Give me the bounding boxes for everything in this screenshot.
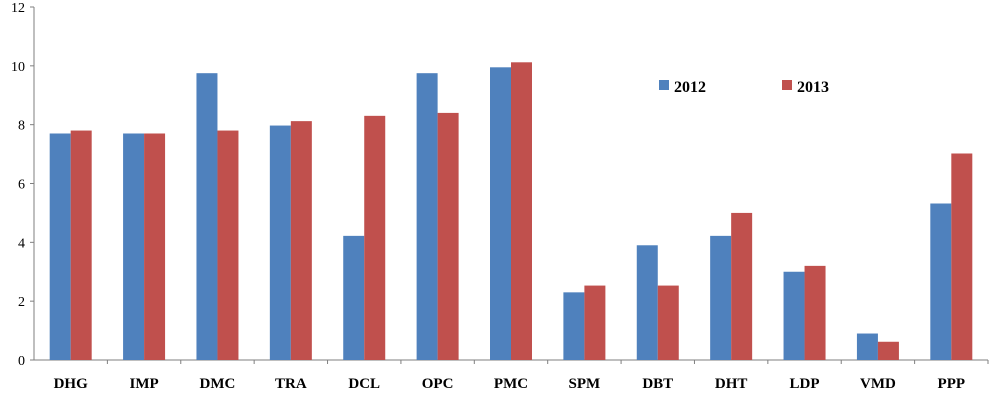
legend-swatch-2013: [782, 80, 792, 90]
category-label-dcl: DCL: [348, 376, 380, 392]
bar-2013-ppp: [951, 153, 973, 360]
bar-2013-vmd: [877, 341, 899, 360]
category-labels: DHG IMP DMC TRA DCL OPC PMC SPM DBT DHT LDP VMD PPP: [54, 360, 989, 392]
bar-2013-dbt: [657, 285, 679, 360]
bar-2013-spm: [584, 285, 606, 360]
bar-2012-opc: [416, 73, 438, 360]
bar-2012-dmc: [196, 73, 218, 360]
category-label-imp: IMP: [129, 376, 158, 392]
category-label-dbt: DBT: [642, 376, 673, 392]
bar-2012-dbt: [636, 245, 658, 360]
bar-2012-tra: [269, 125, 291, 360]
bars: [49, 62, 973, 361]
category-label-opc: OPC: [422, 376, 454, 392]
bar-2013-dcl: [364, 115, 386, 360]
y-tick-label: 12: [11, 1, 25, 16]
y-tick-label: 10: [11, 60, 25, 75]
bar-2012-vmd: [856, 333, 878, 360]
bar-2013-imp: [144, 133, 166, 360]
y-tick-label: 6: [18, 178, 25, 193]
bar-2012-spm: [563, 292, 585, 360]
category-label-dmc: DMC: [200, 376, 236, 392]
y-tick-label: 2: [18, 295, 25, 310]
bar-2013-pmc: [511, 62, 532, 360]
bar-2012-dht: [710, 235, 732, 360]
category-label-dhg: DHG: [54, 376, 89, 392]
bar-2013-dht: [731, 212, 753, 360]
bar-2013-tra: [290, 121, 312, 361]
category-label-spm: SPM: [569, 376, 601, 392]
bar-2013-opc: [437, 112, 459, 361]
category-label-tra: TRA: [275, 376, 307, 392]
bar-2013-dmc: [217, 130, 239, 360]
bar-2013-dhg: [70, 130, 92, 360]
legend-label-2012: 2012: [674, 79, 706, 96]
legend-swatch-2012: [659, 80, 669, 90]
bar-2012-pmc: [490, 67, 511, 360]
legend: 2012 2013: [659, 79, 829, 96]
bar-2012-ppp: [930, 203, 952, 360]
y-tick-label: 0: [18, 354, 25, 369]
category-label-ppp: PPP: [938, 376, 966, 392]
bar-2012-ldp: [783, 271, 805, 360]
y-tick-label: 4: [18, 236, 25, 251]
bar-2012-dcl: [343, 235, 365, 360]
category-label-ldp: LDP: [790, 376, 820, 392]
y-tick-label: 8: [18, 119, 25, 134]
category-label-vmd: VMD: [860, 376, 896, 392]
category-label-dht: DHT: [715, 376, 748, 392]
bar-2012-dhg: [49, 133, 71, 360]
legend-label-2013: 2013: [797, 79, 829, 96]
y-axis-ticks: 0 2 4 6 8 10 12: [11, 1, 34, 369]
category-label-pmc: PMC: [494, 376, 528, 392]
bar-2012-imp: [123, 133, 145, 360]
bar-2013-ldp: [804, 265, 826, 360]
